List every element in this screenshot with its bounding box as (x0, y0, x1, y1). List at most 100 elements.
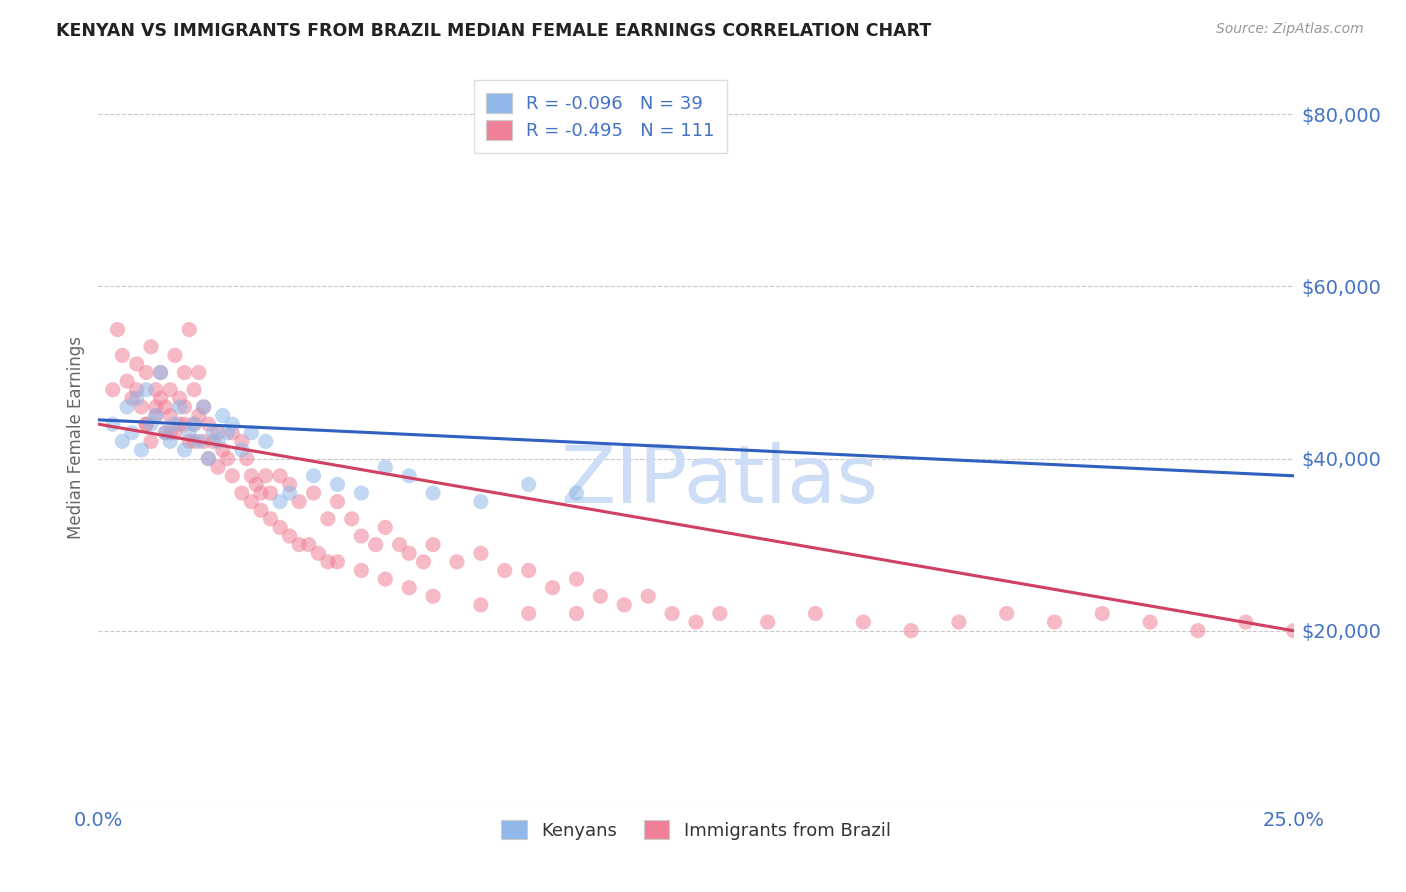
Point (422, 589, 444, 603)
Point (231, 434, 253, 449)
Point (149, 366, 172, 380)
Point (197, 451, 219, 466)
Point (125, 383, 148, 397)
Point (115, 400, 138, 414)
Point (125, 392, 148, 406)
Point (565, 486, 588, 500)
Point (221, 417, 243, 432)
Point (115, 374, 138, 388)
Point (995, 607, 1018, 621)
Point (211, 409, 233, 423)
Point (107, 322, 129, 336)
Point (350, 486, 373, 500)
Point (221, 468, 243, 483)
Point (278, 529, 301, 543)
Point (259, 512, 281, 526)
Point (1282, 624, 1305, 638)
Point (149, 366, 172, 380)
Point (517, 477, 540, 491)
Point (131, 442, 153, 457)
Point (235, 451, 257, 466)
Point (326, 555, 349, 569)
Point (517, 607, 540, 621)
Point (183, 417, 205, 432)
Point (900, 624, 922, 638)
Point (221, 425, 243, 440)
Point (159, 434, 181, 449)
Point (139, 434, 162, 449)
Point (240, 425, 263, 440)
Point (135, 383, 157, 397)
Point (145, 383, 167, 397)
Point (207, 460, 229, 475)
Point (159, 383, 181, 397)
Point (193, 400, 215, 414)
Point (197, 451, 219, 466)
Point (1139, 615, 1161, 629)
Point (125, 357, 148, 371)
Point (169, 400, 191, 414)
Point (269, 520, 291, 534)
Point (316, 512, 339, 526)
Point (169, 417, 191, 432)
Point (145, 409, 167, 423)
Point (155, 425, 177, 440)
Point (350, 564, 373, 578)
Point (187, 409, 209, 423)
Point (288, 494, 311, 508)
Point (131, 400, 153, 414)
Point (374, 572, 396, 586)
Point (163, 425, 186, 440)
Point (202, 434, 225, 449)
Point (179, 425, 201, 440)
Point (364, 538, 387, 552)
Point (173, 366, 195, 380)
Point (183, 434, 205, 449)
Point (637, 589, 659, 603)
Point (288, 538, 311, 552)
Point (101, 417, 124, 432)
Point (494, 564, 516, 578)
Point (374, 520, 396, 534)
Point (111, 434, 134, 449)
Point (231, 442, 253, 457)
Point (101, 383, 124, 397)
Point (565, 607, 588, 621)
Point (159, 425, 181, 440)
Point (179, 434, 201, 449)
Point (685, 615, 707, 629)
Point (470, 546, 492, 560)
Point (207, 425, 229, 440)
Point (565, 572, 588, 586)
Point (254, 434, 277, 449)
Point (183, 383, 205, 397)
Point (412, 555, 434, 569)
Point (111, 348, 134, 362)
Point (121, 392, 143, 406)
Point (541, 581, 564, 595)
Text: Source: ZipAtlas.com: Source: ZipAtlas.com (1216, 22, 1364, 37)
Point (135, 417, 157, 432)
Point (1234, 615, 1257, 629)
Legend: Kenyans, Immigrants from Brazil: Kenyans, Immigrants from Brazil (489, 807, 903, 852)
Point (183, 417, 205, 432)
Point (193, 434, 215, 449)
Point (173, 417, 195, 432)
Point (398, 581, 420, 595)
Point (217, 451, 239, 466)
Point (340, 512, 363, 526)
Text: KENYAN VS IMMIGRANTS FROM BRAZIL MEDIAN FEMALE EARNINGS CORRELATION CHART: KENYAN VS IMMIGRANTS FROM BRAZIL MEDIAN … (56, 22, 932, 40)
Point (202, 425, 225, 440)
Point (207, 434, 229, 449)
Point (278, 486, 301, 500)
Point (302, 468, 325, 483)
Point (316, 555, 339, 569)
Point (135, 366, 157, 380)
Point (155, 400, 177, 414)
Point (589, 589, 612, 603)
Point (326, 494, 349, 508)
Point (326, 477, 349, 491)
Point (173, 442, 195, 457)
Point (804, 607, 827, 621)
Point (517, 564, 540, 578)
